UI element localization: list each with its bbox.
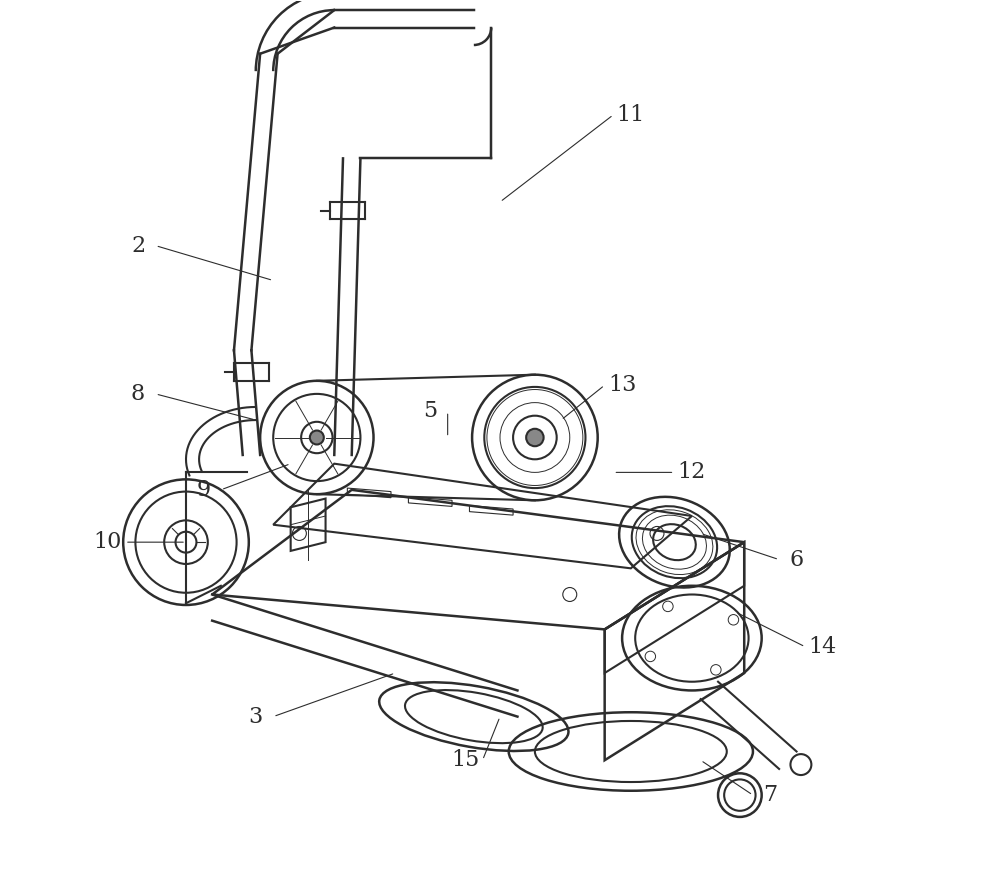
Text: 8: 8 bbox=[131, 383, 145, 405]
Text: 3: 3 bbox=[249, 705, 263, 728]
Text: 14: 14 bbox=[809, 636, 837, 658]
Text: 10: 10 bbox=[93, 531, 122, 553]
Text: 7: 7 bbox=[763, 784, 777, 806]
Text: 12: 12 bbox=[678, 461, 706, 483]
Text: 5: 5 bbox=[423, 401, 437, 423]
Text: 15: 15 bbox=[451, 749, 479, 771]
Circle shape bbox=[526, 429, 544, 446]
Text: 6: 6 bbox=[789, 549, 804, 570]
Text: 2: 2 bbox=[131, 234, 145, 256]
Text: 11: 11 bbox=[617, 104, 645, 126]
Circle shape bbox=[310, 430, 324, 444]
Text: 9: 9 bbox=[196, 479, 211, 500]
Text: 13: 13 bbox=[608, 374, 636, 396]
